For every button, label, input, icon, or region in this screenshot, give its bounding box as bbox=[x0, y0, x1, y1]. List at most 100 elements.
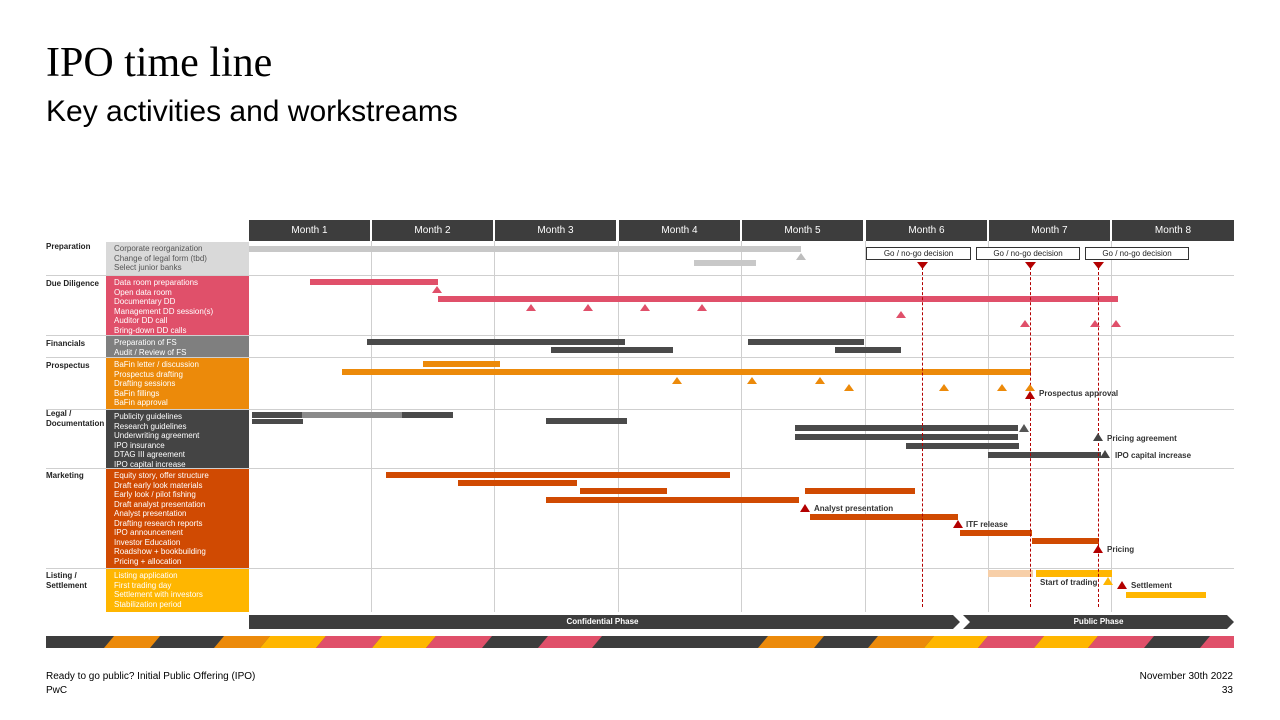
activity-label: Drafting research reports bbox=[114, 518, 203, 528]
activity-label: Audit / Review of FS bbox=[114, 347, 187, 357]
activity-label: DTAG III agreement bbox=[114, 450, 185, 459]
milestone-triangle bbox=[747, 377, 757, 384]
section-box-prospectus: BaFin letter / discussion Prospectus dra… bbox=[106, 358, 249, 409]
activity-label: Data room preparations bbox=[114, 278, 199, 287]
milestone-triangle bbox=[1093, 545, 1103, 553]
phase-arrow-confidential bbox=[249, 615, 960, 629]
activity-label: Change of legal form (tbd) bbox=[114, 253, 207, 263]
go-nogo-decision-box: Go / no-go decision bbox=[866, 247, 971, 260]
phase-arrow-public bbox=[963, 615, 1234, 629]
milestone-triangle bbox=[1093, 433, 1103, 441]
decision-triangle bbox=[1025, 262, 1036, 269]
bar-early-look bbox=[805, 488, 915, 494]
decision-dashed-line bbox=[1030, 262, 1031, 607]
note-prospectus-approval: Prospectus approval bbox=[1039, 389, 1119, 398]
bar-bafin-letter bbox=[423, 361, 500, 367]
bar-select-junior-banks bbox=[694, 260, 756, 266]
activity-label: Auditor DD call bbox=[114, 316, 168, 325]
milestone-triangle bbox=[672, 377, 682, 384]
milestone-triangle bbox=[1111, 320, 1121, 327]
section-label-due-diligence: Due Diligence bbox=[46, 279, 99, 288]
activity-label: Investor Education bbox=[114, 537, 181, 547]
section-label-preparation: Preparation bbox=[46, 242, 91, 251]
grid-line bbox=[1111, 241, 1112, 612]
activity-label: Corporate reorganization bbox=[114, 244, 203, 253]
activity-label: Underwriting agreement bbox=[114, 431, 200, 440]
milestone-triangle bbox=[1020, 320, 1030, 327]
activity-label: Equity story, offer structure bbox=[114, 471, 209, 480]
section-box-preparation: Corporate reorganization Change of legal… bbox=[106, 242, 249, 275]
activity-label: IPO announcement bbox=[114, 528, 183, 537]
section-box-legal: Publicity guidelines Research guidelines… bbox=[106, 410, 249, 469]
milestone-triangle bbox=[1025, 391, 1035, 399]
activity-label: Bring-down DD calls bbox=[114, 325, 187, 335]
activity-label: Draft analyst presentation bbox=[114, 499, 206, 509]
footer-company: PwC bbox=[46, 685, 68, 696]
activity-label: Select junior banks bbox=[114, 263, 182, 272]
milestone-triangle bbox=[939, 384, 949, 391]
milestone-triangle bbox=[1103, 577, 1113, 585]
section-divider bbox=[46, 468, 1234, 469]
decision-triangle bbox=[917, 262, 928, 269]
month-header-5: Month 5 bbox=[742, 220, 863, 241]
section-box-marketing: Equity story, offer structure Draft earl… bbox=[106, 469, 249, 568]
note-start-of-trading: Start of trading bbox=[1040, 578, 1098, 587]
milestone-triangle bbox=[800, 504, 810, 512]
milestone-triangle bbox=[526, 304, 536, 311]
bar-equity-story bbox=[386, 472, 730, 478]
milestone-triangle bbox=[997, 384, 1007, 391]
bar-publicity-guidelines bbox=[252, 412, 302, 418]
page-title: IPO time line bbox=[46, 40, 273, 86]
activity-label: First trading day bbox=[114, 580, 172, 590]
bar-early-look bbox=[580, 488, 667, 494]
activity-label: Open data room bbox=[114, 287, 172, 297]
milestone-triangle bbox=[1025, 384, 1035, 391]
activity-label: Analyst presentation bbox=[114, 509, 187, 518]
milestone-triangle bbox=[1019, 424, 1029, 432]
milestone-triangle bbox=[953, 520, 963, 528]
activity-label: BaFin fillings bbox=[114, 388, 160, 398]
section-label-prospectus: Prospectus bbox=[46, 361, 90, 370]
activity-label: Stabilization period bbox=[114, 599, 182, 609]
section-box-listing: Listing application First trading day Se… bbox=[106, 569, 249, 612]
bar-listing-application bbox=[1036, 570, 1112, 577]
bar-audit-review-of-fs bbox=[551, 347, 673, 353]
go-nogo-decision-box: Go / no-go decision bbox=[1085, 247, 1189, 260]
bar-preparation-of-fs bbox=[748, 339, 864, 345]
milestone-triangle bbox=[583, 304, 593, 311]
bar-corporate-reorganization bbox=[249, 246, 801, 252]
milestone-triangle bbox=[432, 286, 442, 293]
bar-publicity-guidelines bbox=[302, 412, 402, 418]
note-analyst-presentation: Analyst presentation bbox=[814, 504, 894, 513]
milestone-triangle bbox=[1090, 320, 1100, 327]
section-label-marketing: Marketing bbox=[46, 471, 84, 480]
activity-label: Roadshow + bookbuilding bbox=[114, 547, 206, 556]
section-divider bbox=[46, 275, 1234, 276]
grid-line bbox=[618, 241, 619, 612]
section-divider bbox=[46, 409, 1234, 410]
activity-label: Prospectus drafting bbox=[114, 369, 183, 379]
activity-label: Settlement with investors bbox=[114, 590, 203, 599]
footer-document-title: Ready to go public? Initial Public Offer… bbox=[46, 671, 256, 682]
bar-dtag-agreement bbox=[906, 443, 1019, 449]
section-label-financials: Financials bbox=[46, 339, 86, 348]
section-divider bbox=[46, 357, 1234, 358]
activity-label: Pricing + allocation bbox=[114, 556, 182, 566]
note-settlement: Settlement bbox=[1131, 581, 1172, 590]
milestone-triangle bbox=[796, 253, 806, 260]
bar-draft-analyst-presentation bbox=[546, 497, 799, 503]
note-pricing: Pricing bbox=[1107, 545, 1135, 554]
activity-label: Publicity guidelines bbox=[114, 412, 183, 421]
bar-investor-education bbox=[960, 530, 1032, 536]
activity-label: Documentary DD bbox=[114, 297, 176, 306]
section-label-legal: Legal / Documentation bbox=[46, 409, 105, 428]
activity-label: Early look / pilot fishing bbox=[114, 490, 196, 499]
decorative-stripe-bar bbox=[46, 636, 1234, 648]
bar-ipo-capital-increase bbox=[988, 452, 1101, 458]
month-header-2: Month 2 bbox=[372, 220, 493, 241]
decision-dashed-line bbox=[922, 262, 923, 607]
bar-research-guidelines bbox=[252, 419, 303, 424]
bar-stabilization-period bbox=[1126, 592, 1206, 598]
milestone-triangle bbox=[640, 304, 650, 311]
go-nogo-decision-box: Go / no-go decision bbox=[976, 247, 1080, 260]
